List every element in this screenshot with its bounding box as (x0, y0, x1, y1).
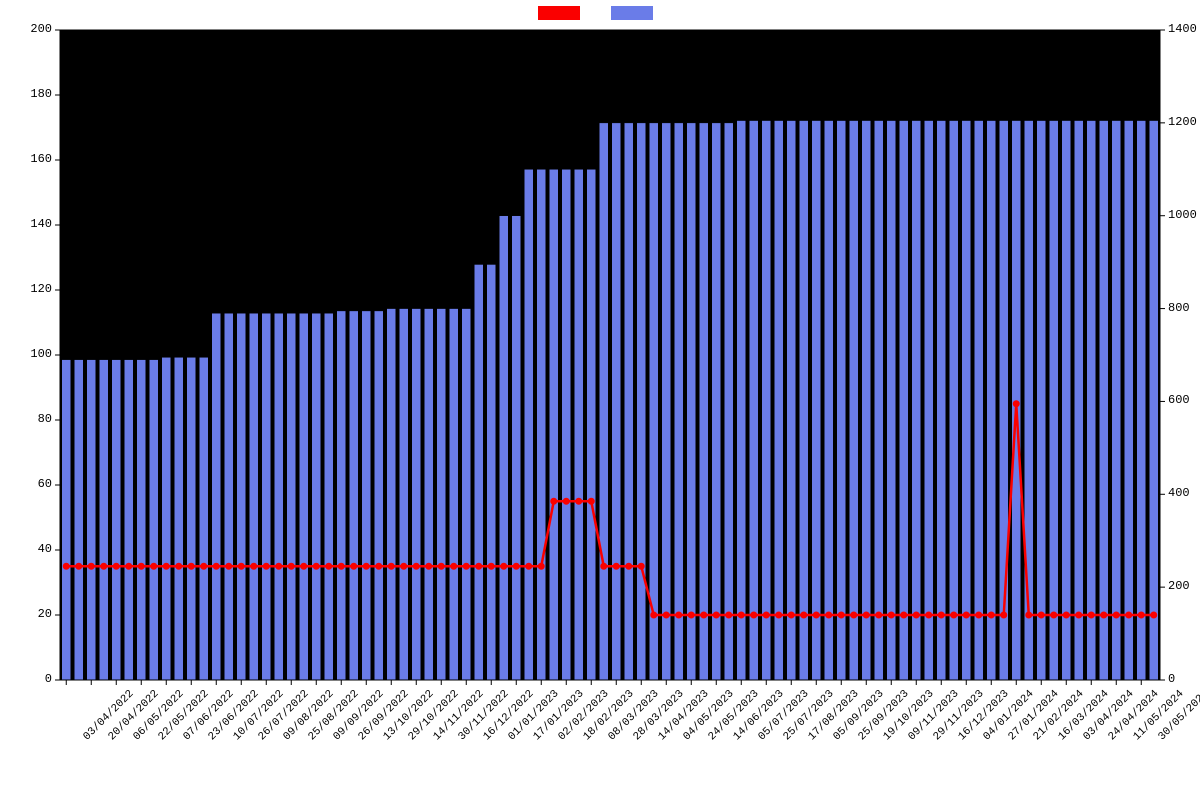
chart-container: 0 20 40 60 80 100 120 140 160 180 200 0 200 400 600 80… (0, 0, 1200, 800)
y-left-tick-label: 200 (20, 22, 52, 36)
y-left-tick-label: 80 (20, 412, 52, 426)
plot-area (60, 30, 1160, 680)
y-right-tick-label: 1400 (1168, 22, 1197, 36)
y-left-tick-label: 180 (20, 87, 52, 101)
y-right-tick-label: 0 (1168, 672, 1175, 686)
y-left-tick-label: 160 (20, 152, 52, 166)
y-left-tick-label: 120 (20, 282, 52, 296)
y-right-tick-label: 1200 (1168, 115, 1197, 129)
y-right-tick-label: 800 (1168, 301, 1190, 315)
legend-item-bar (605, 4, 669, 22)
legend-item-line (532, 4, 596, 22)
y-left-tick-label: 20 (20, 607, 52, 621)
legend (0, 4, 1200, 22)
y-right-tick-label: 200 (1168, 579, 1190, 593)
y-right-tick-label: 600 (1168, 393, 1190, 407)
y-left-tick-label: 40 (20, 542, 52, 556)
legend-swatch-line (538, 6, 580, 20)
plot-svg (60, 30, 1160, 680)
y-left-tick-label: 100 (20, 347, 52, 361)
y-left-tick-label: 140 (20, 217, 52, 231)
legend-swatch-bar (611, 6, 653, 20)
y-right-tick-label: 400 (1168, 486, 1190, 500)
y-left-tick-label: 0 (20, 672, 52, 686)
y-right-tick-label: 1000 (1168, 208, 1197, 222)
y-left-tick-label: 60 (20, 477, 52, 491)
